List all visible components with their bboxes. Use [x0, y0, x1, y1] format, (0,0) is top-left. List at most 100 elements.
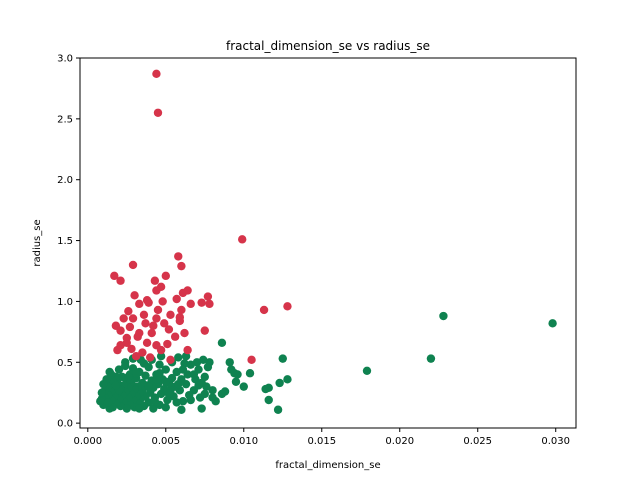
data-point-series-2 [128, 260, 138, 270]
data-point-series-2 [116, 341, 125, 350]
data-point-series-1 [186, 395, 195, 405]
data-point-series-1 [362, 366, 372, 375]
x-axis-ticks: 0.000 0.005 0.010 0.015 0.020 0.025 0.030 [73, 428, 570, 447]
data-point-series-1 [217, 389, 227, 399]
chart-title: fractal_dimension_se vs radius_se [226, 39, 430, 53]
data-point-series-1 [264, 395, 273, 405]
data-point-series-2 [161, 271, 170, 281]
data-point-series-2 [119, 314, 128, 323]
data-point-series-1 [231, 377, 241, 386]
data-point-series-2 [259, 305, 269, 315]
data-point-series-2 [147, 328, 156, 338]
data-point-series-2 [152, 314, 161, 323]
data-point-series-2 [110, 271, 119, 281]
data-point-series-2 [177, 261, 186, 271]
data-point-series-2 [247, 355, 256, 365]
data-point-series-1 [156, 389, 166, 399]
x-axis-title: fractal_dimension_se [275, 460, 380, 471]
data-point-series-1 [161, 377, 170, 386]
data-point-series-1 [208, 386, 217, 395]
data-point-series-2 [283, 302, 292, 311]
data-point-series-2 [152, 286, 161, 295]
y-tick-label: 0.5 [57, 358, 73, 369]
data-point-series-2 [145, 353, 155, 362]
data-point-series-2 [163, 339, 172, 349]
y-tick-label: 2.5 [57, 114, 73, 125]
x-tick-label: 0.025 [463, 436, 492, 447]
data-point-series-1 [131, 369, 141, 378]
data-point-series-2 [153, 305, 163, 315]
y-tick-label: 1.5 [57, 236, 73, 247]
data-point-series-1 [161, 365, 170, 374]
data-point-series-1 [197, 404, 206, 413]
data-point-series-2 [124, 306, 133, 316]
data-point-series-2 [116, 276, 125, 285]
data-point-series-2 [152, 69, 161, 79]
data-point-series-1 [283, 375, 292, 384]
data-point-series-1 [144, 382, 153, 391]
data-point-series-2 [142, 296, 152, 305]
data-point-series-2 [205, 299, 214, 309]
points-layer [96, 69, 557, 414]
data-point-series-1 [124, 372, 133, 382]
data-point-series-2 [156, 345, 166, 355]
data-point-series-1 [114, 365, 124, 374]
data-point-series-2 [149, 321, 158, 330]
data-point-series-2 [116, 326, 125, 335]
data-point-series-2 [135, 299, 144, 309]
data-point-series-2 [203, 292, 213, 301]
data-point-series-1 [178, 365, 188, 374]
data-point-series-2 [186, 299, 195, 309]
x-tick-label: 0.010 [229, 436, 258, 447]
data-point-series-1 [239, 382, 248, 391]
data-point-series-1 [426, 354, 436, 363]
data-point-series-1 [261, 384, 270, 394]
data-point-series-2 [180, 328, 189, 338]
data-point-series-2 [122, 333, 131, 343]
data-point-series-2 [127, 344, 136, 354]
data-point-series-1 [155, 360, 164, 369]
data-point-series-1 [139, 359, 149, 368]
data-point-series-1 [150, 397, 160, 406]
data-point-series-2 [160, 319, 169, 328]
data-point-series-1 [177, 405, 186, 414]
data-point-series-1 [200, 389, 209, 399]
data-point-series-2 [142, 338, 152, 347]
data-point-series-2 [133, 332, 142, 341]
y-tick-label: 0.0 [57, 419, 73, 430]
data-point-series-2 [166, 310, 175, 320]
data-point-series-1 [189, 370, 199, 379]
data-point-series-1 [439, 311, 448, 321]
data-point-series-2 [128, 314, 138, 323]
data-point-series-1 [97, 388, 107, 397]
data-point-series-2 [197, 298, 206, 307]
x-tick-label: 0.000 [73, 436, 102, 447]
data-point-series-1 [174, 379, 183, 389]
plot-frame [79, 57, 577, 429]
data-point-series-1 [278, 354, 287, 363]
data-point-series-1 [96, 397, 105, 406]
data-point-series-1 [178, 397, 188, 406]
data-point-series-2 [174, 252, 183, 261]
y-tick-label: 1.0 [57, 297, 73, 308]
data-point-series-1 [275, 378, 284, 388]
data-point-series-1 [172, 398, 181, 407]
data-point-series-1 [121, 361, 130, 371]
y-tick-label: 3.0 [57, 54, 73, 65]
data-point-series-1 [548, 319, 557, 328]
data-point-series-2 [158, 297, 167, 306]
data-point-series-2 [130, 291, 139, 300]
data-point-series-1 [155, 369, 164, 378]
data-point-series-2 [141, 319, 150, 328]
data-point-series-2 [131, 351, 141, 361]
y-axis-title: radius_se [32, 219, 43, 266]
data-point-series-1 [225, 358, 234, 367]
data-point-series-1 [149, 404, 158, 413]
data-point-series-2 [238, 235, 247, 244]
data-point-series-1 [117, 372, 127, 382]
data-point-series-2 [175, 316, 185, 326]
data-point-series-1 [203, 362, 213, 372]
data-point-series-2 [172, 294, 181, 304]
